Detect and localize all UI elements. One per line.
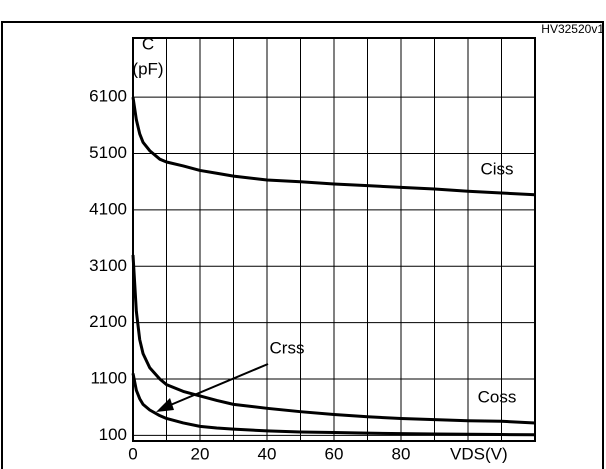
arrow-head <box>156 398 174 412</box>
x-tick-label: 0 <box>128 444 137 463</box>
y-axis-title: C <box>142 34 154 53</box>
x-tick-label: 60 <box>325 444 344 463</box>
x-tick-label: 80 <box>392 444 411 463</box>
frame <box>1 21 604 469</box>
curve-label: Coss <box>478 387 517 406</box>
y-tick-label: 4100 <box>89 199 127 218</box>
y-tick-label: 3100 <box>89 256 127 275</box>
x-tick-label: 20 <box>191 444 210 463</box>
curve <box>131 96 536 197</box>
arrow-line <box>167 363 269 407</box>
y-tick-label: 6100 <box>89 87 127 106</box>
y-tick-label: 1100 <box>90 368 127 387</box>
y-tick-label: 100 <box>99 425 127 444</box>
y-tick-label: 2100 <box>89 312 127 331</box>
figure-code: HV32520v1 <box>541 22 604 36</box>
curve <box>131 254 536 425</box>
curve-label: Ciss <box>480 159 513 178</box>
curve <box>131 373 536 437</box>
y-axis-unit: (pF) <box>132 59 163 78</box>
y-tick-label: 5100 <box>89 143 127 162</box>
x-axis-title: VDS(V) <box>450 444 508 463</box>
x-tick-label: 40 <box>258 444 277 463</box>
curve-label: Crss <box>270 338 305 357</box>
